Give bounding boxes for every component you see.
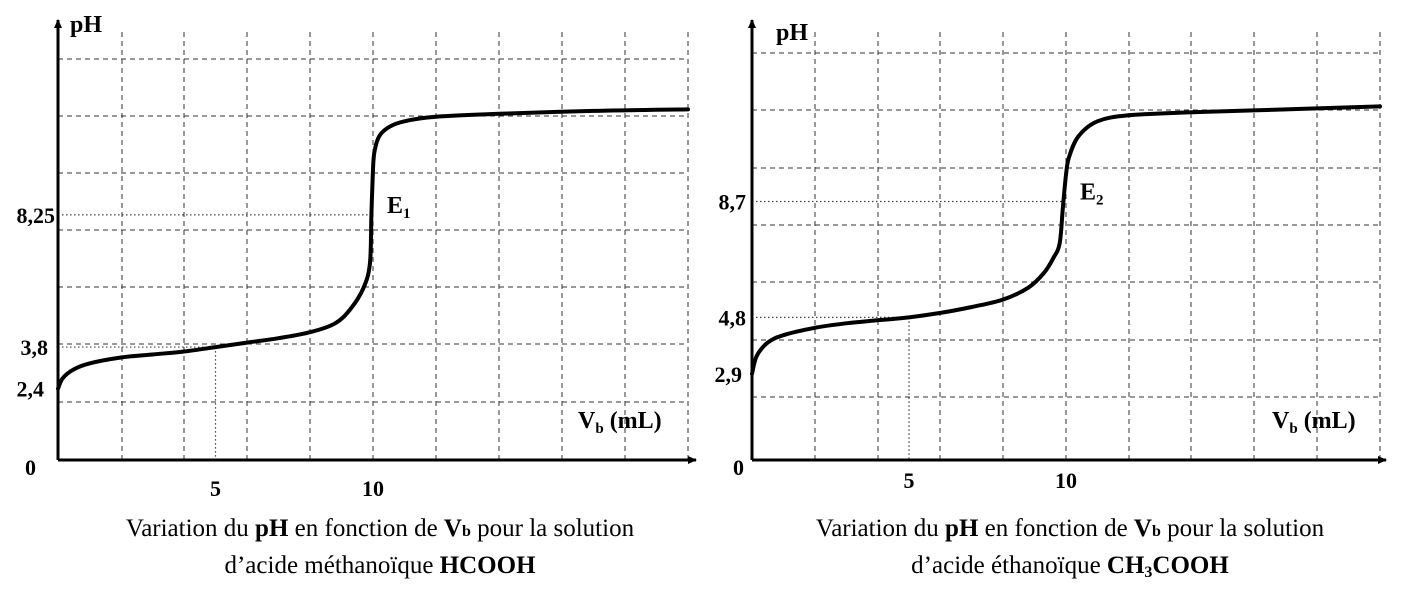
y-tick-label-left-1: 2,4 — [17, 377, 45, 402]
origin-label-left: 0 — [25, 455, 36, 480]
y-tick-label-left-2: 3,8 — [21, 335, 49, 360]
y-tick-label-right-1: 2,9 — [715, 362, 743, 387]
equivalence-label-left: E1 — [387, 193, 411, 222]
y-tick-label-right-2: 4,8 — [719, 305, 747, 330]
caption-right: Variation du pH en fonction de Vb pour l… — [730, 512, 1410, 590]
reference-lines-left — [58, 214, 373, 460]
y-axis-label-right: pH — [776, 20, 808, 46]
x-tick-label-right-2: 10 — [1055, 468, 1077, 493]
grid-left — [58, 30, 689, 460]
y-axis-label-left: pH — [70, 12, 102, 38]
x-axis-label-right: Vb (mL) — [1272, 408, 1356, 437]
x-tick-label-left-2: 10 — [362, 476, 384, 501]
caption-left-line2: d’acide méthanoïque HCOOH — [224, 552, 536, 579]
equivalence-label-right: E2 — [1080, 180, 1104, 209]
origin-label-right: 0 — [733, 455, 744, 480]
caption-left-line1: Variation du pH en fonction de Vb pour l… — [125, 515, 635, 542]
caption-right-line2: d’acide éthanoïque CH3COOH — [911, 552, 1229, 581]
y-tick-label-left-3: 8,25 — [17, 203, 56, 228]
caption-right-line1: Variation du pH en fonction de Vb pour l… — [815, 515, 1325, 542]
caption-left: Variation du pH en fonction de Vb pour l… — [40, 512, 720, 583]
grid-right — [752, 30, 1381, 460]
titration-curve-left — [56, 107, 690, 391]
x-tick-label-left-1: 5 — [210, 476, 221, 501]
y-tick-label-right-3: 8,7 — [719, 190, 747, 215]
x-tick-label-right-1: 5 — [904, 468, 915, 493]
chart-right: pH Vb (mL) 0 2,9 4,8 8,7 5 10 E2 — [715, 19, 1387, 493]
titration-curve-right — [750, 104, 1382, 376]
reference-lines-right — [752, 200, 1066, 460]
x-axis-label-left: Vb (mL) — [578, 408, 662, 437]
chart-left: pH Vb (mL) 0 2,4 3,8 8,25 5 10 E1 — [17, 12, 697, 501]
